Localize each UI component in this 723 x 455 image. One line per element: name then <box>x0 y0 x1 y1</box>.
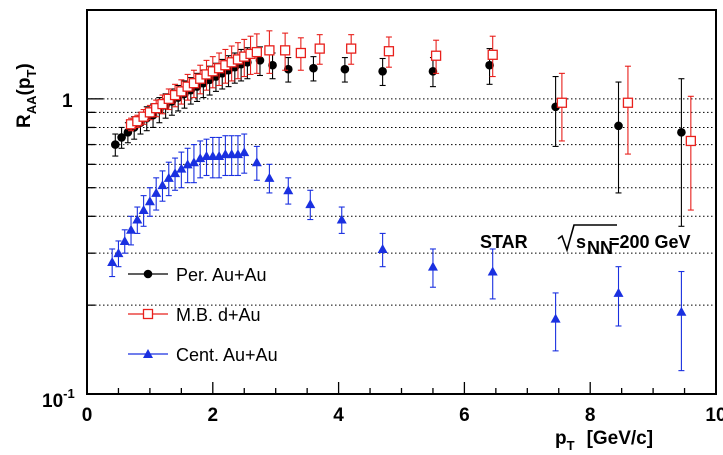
point-0-25 <box>309 63 318 73</box>
x-tick-label-10: 10 <box>705 405 723 426</box>
series-1 <box>125 30 696 211</box>
point-2-3 <box>126 224 137 234</box>
y-axis-title-sub: AA <box>24 95 39 114</box>
x-tick-label-8: 8 <box>585 405 596 426</box>
legend-marker-cent-auau <box>143 349 153 358</box>
x-axis-title-main: p <box>555 428 567 449</box>
y-tick-label-0.1-base: 10 <box>42 391 63 412</box>
point-2-21 <box>239 147 250 157</box>
axis-ticks <box>86 9 717 395</box>
point-0-29 <box>485 60 494 70</box>
point-1-22 <box>279 45 291 56</box>
point-1-30 <box>622 97 634 108</box>
legend-item-cent-auau: Cent. Au+Au <box>128 345 278 365</box>
point-2-16 <box>207 151 218 161</box>
x-tick-label-6: 6 <box>459 405 470 426</box>
point-2-28 <box>427 261 438 271</box>
point-1-28 <box>487 49 498 60</box>
legend: Per. Au+Au M.B. d+Au Cent. Au+Au <box>128 265 278 365</box>
point-1-25 <box>346 43 357 54</box>
point-1-24 <box>314 43 325 54</box>
x-axis-title-units: [GeV/c] <box>587 428 654 449</box>
point-1-23 <box>295 47 307 59</box>
point-0-24 <box>283 64 293 74</box>
point-2-25 <box>305 199 316 209</box>
x-tick-label-2: 2 <box>208 405 219 426</box>
plot-frame <box>86 9 717 395</box>
point-2-19 <box>226 149 237 159</box>
point-2-15 <box>201 151 212 161</box>
legend-item-per-auau: Per. Au+Au <box>128 265 267 285</box>
point-0-32 <box>677 128 686 137</box>
point-2-7 <box>151 187 162 197</box>
point-2-32 <box>676 306 687 316</box>
x-axis-title: pT [GeV/c] <box>555 428 653 453</box>
point-2-10 <box>170 168 181 178</box>
star-annotation: STAR s NN =200 GeV <box>480 224 691 258</box>
point-2-18 <box>220 149 231 159</box>
point-2-31 <box>613 287 624 297</box>
point-2-13 <box>188 157 199 167</box>
x-tick-labels: 0 2 4 6 8 10 <box>82 405 723 426</box>
y-axis-title-arg-sub: T <box>24 70 39 78</box>
legend-item-mb-dau: M.B. d+Au <box>128 305 261 325</box>
point-2-26 <box>336 214 347 224</box>
point-1-31 <box>685 135 696 147</box>
legend-marker-per-auau <box>143 269 153 279</box>
point-1-5 <box>157 98 168 110</box>
point-2-22 <box>251 157 262 167</box>
point-0-26 <box>340 64 350 74</box>
point-0-27 <box>378 66 387 76</box>
point-2-27 <box>377 243 388 253</box>
point-0-22 <box>255 56 265 65</box>
x-axis-title-sub: T <box>567 438 575 453</box>
y-axis-title: RAA(pT) <box>14 63 39 128</box>
x-tick-label-4: 4 <box>333 405 344 426</box>
point-0-0 <box>111 140 120 149</box>
legend-label-mb-dau: M.B. d+Au <box>176 305 261 325</box>
series-2 <box>107 133 687 372</box>
y-tick-label-0.1-exp: -1 <box>63 386 75 401</box>
point-0-23 <box>268 60 277 70</box>
point-2-9 <box>163 172 174 182</box>
point-2-23 <box>264 172 275 182</box>
annotation-nn: NN <box>587 238 613 258</box>
point-2-0 <box>107 257 118 267</box>
annotation-sqrt-s: s <box>576 232 586 252</box>
y-axis-title-arg-open: (p <box>14 78 35 96</box>
legend-label-per-auau: Per. Au+Au <box>176 265 267 285</box>
point-2-29 <box>487 266 498 276</box>
y-axis-title-main: R <box>14 114 35 128</box>
point-2-8 <box>157 180 168 190</box>
point-2-30 <box>550 313 561 323</box>
legend-marker-mb-dau <box>142 308 154 320</box>
point-1-20 <box>251 46 262 58</box>
sqrt-symbol <box>557 224 617 253</box>
point-2-6 <box>144 196 155 206</box>
y-tick-label-1: 1 <box>62 91 73 112</box>
series-layer <box>107 30 696 372</box>
point-2-11 <box>176 163 187 173</box>
y-axis-title-arg-close: ) <box>14 63 35 69</box>
annotation-star: STAR <box>480 232 528 252</box>
point-1-29 <box>556 97 568 108</box>
point-2-5 <box>138 205 149 215</box>
x-tick-label-0: 0 <box>82 405 93 426</box>
point-2-24 <box>283 185 294 195</box>
point-1-21 <box>264 45 275 56</box>
y-tick-label-0.1: 10-1 <box>42 386 75 412</box>
point-2-4 <box>132 214 143 224</box>
point-0-31 <box>614 121 623 131</box>
point-1-26 <box>383 46 395 57</box>
point-1-27 <box>430 50 442 61</box>
annotation-energy: =200 GeV <box>609 232 691 252</box>
legend-label-cent-auau: Cent. Au+Au <box>176 345 278 365</box>
point-2-1 <box>113 248 124 258</box>
point-0-1 <box>117 133 126 142</box>
point-2-2 <box>119 235 130 245</box>
